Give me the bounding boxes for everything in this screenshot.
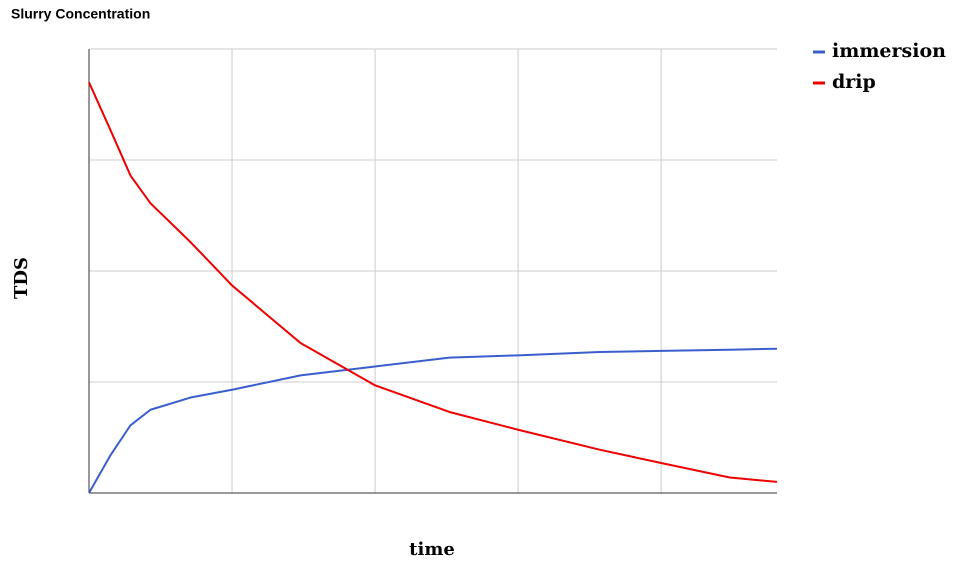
legend-label: drip: [832, 71, 876, 93]
legend-label: immersion: [832, 40, 946, 62]
line-series: [88, 81, 778, 483]
chart-title: Slurry Concentration: [11, 6, 150, 22]
x-axis-title: time: [409, 539, 455, 560]
y-axis-title: TDS: [11, 257, 32, 299]
line-series: [88, 347, 778, 494]
